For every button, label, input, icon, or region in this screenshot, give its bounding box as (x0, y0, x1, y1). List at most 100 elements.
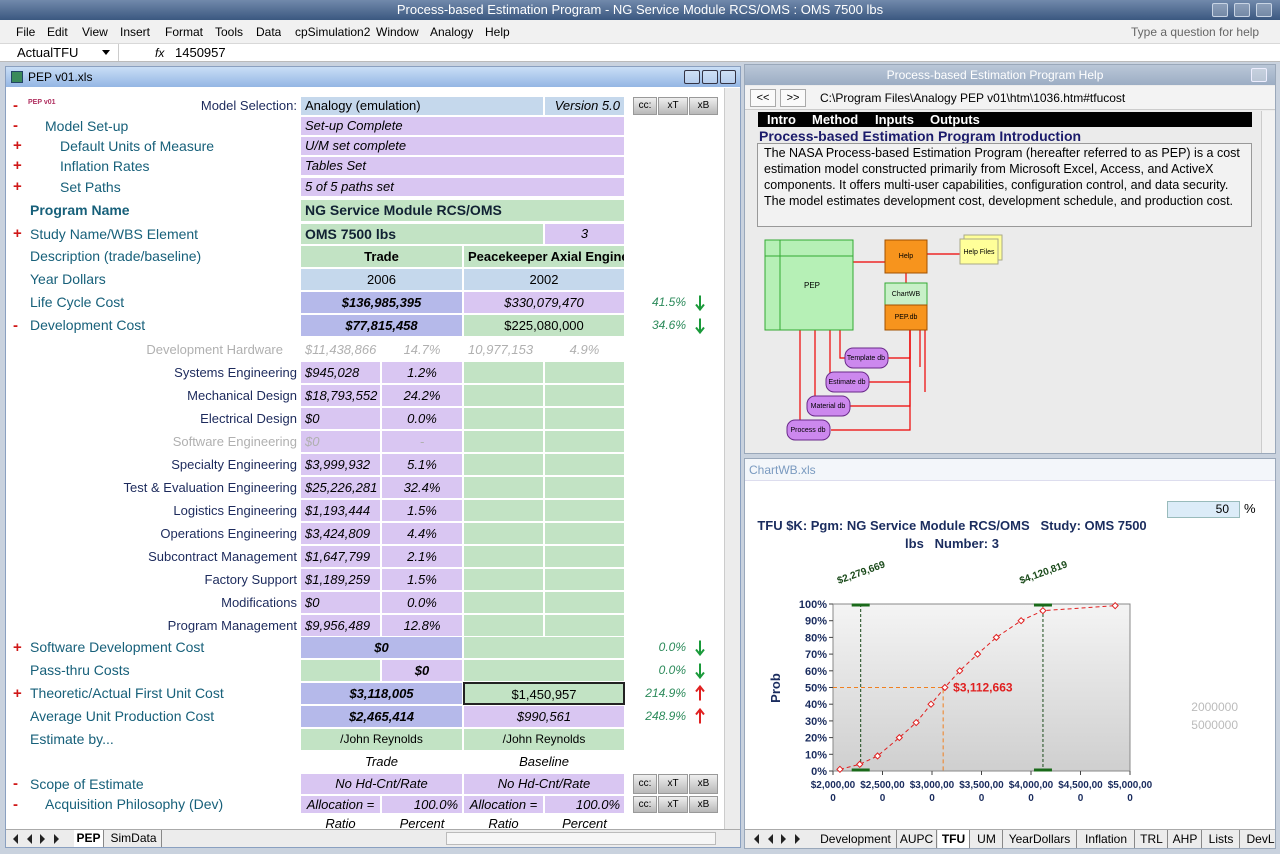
sheet-tab[interactable]: TFU (938, 830, 970, 848)
cell[interactable] (463, 499, 544, 522)
sheet-tab[interactable]: Lists (1203, 830, 1240, 848)
cell[interactable]: 12.8% (381, 614, 463, 637)
cell[interactable]: Baseline (463, 751, 625, 773)
cell[interactable]: $330,079,470 (463, 291, 625, 314)
cell[interactable]: Percent (544, 814, 625, 829)
cell[interactable]: Allocation = (300, 795, 381, 814)
window-button[interactable] (1256, 3, 1272, 17)
sheet-button[interactable]: cc: (633, 796, 657, 813)
sheet-tab[interactable]: Development (815, 830, 897, 848)
cell[interactable]: $3,424,809 (300, 522, 381, 545)
cell[interactable]: 4.9% (544, 338, 625, 361)
cell[interactable] (544, 591, 625, 614)
cell[interactable]: 100.0% (381, 795, 463, 814)
cell[interactable] (463, 522, 544, 545)
window-button[interactable] (1234, 3, 1250, 17)
nav-button[interactable]: << (750, 89, 776, 107)
cell[interactable] (463, 659, 625, 682)
window-button[interactable] (720, 70, 736, 84)
cell[interactable] (463, 476, 544, 499)
cell[interactable]: $0 (300, 430, 381, 453)
sheet-tab[interactable]: YearDollars (1003, 830, 1077, 848)
cell[interactable] (544, 384, 625, 407)
cell[interactable]: $3,118,005 (300, 682, 463, 705)
cell[interactable]: 1.5% (381, 499, 463, 522)
cell[interactable] (463, 636, 625, 659)
cell[interactable] (544, 476, 625, 499)
cell[interactable]: 2.1% (381, 545, 463, 568)
menu-item[interactable]: Data (256, 25, 282, 39)
cell[interactable]: $77,815,458 (300, 314, 463, 337)
cell[interactable]: $0 (381, 659, 463, 682)
cell[interactable] (463, 430, 544, 453)
cell[interactable]: Trade (300, 751, 463, 773)
cell[interactable]: Tables Set (300, 156, 625, 176)
cell[interactable] (544, 499, 625, 522)
cell[interactable]: $25,226,281 (300, 476, 381, 499)
cell[interactable]: Trade (300, 245, 463, 268)
sheet-button[interactable]: xT (658, 796, 688, 813)
cell[interactable]: $225,080,000 (463, 314, 625, 337)
sheet-tab[interactable]: Inflation (1078, 830, 1135, 848)
cell[interactable] (463, 614, 544, 637)
menu-item[interactable]: Format (165, 25, 204, 39)
cell[interactable]: 1.5% (381, 568, 463, 591)
cell[interactable]: $18,793,552 (300, 384, 381, 407)
cell[interactable]: Ratio (463, 814, 544, 829)
cell[interactable]: $9,956,489 (300, 614, 381, 637)
cell[interactable]: Ratio (300, 814, 381, 829)
cell[interactable]: 10,977,153 (463, 338, 544, 361)
toggle[interactable]: + (13, 137, 22, 154)
sheet-tab[interactable]: UM (971, 830, 1003, 848)
cell[interactable]: Set-up Complete (300, 116, 625, 136)
menu-item[interactable]: Analogy (430, 25, 474, 39)
sheet-tab[interactable]: SimData (106, 830, 162, 847)
toggle[interactable]: - (13, 775, 18, 792)
formula-content[interactable]: 1450957 (175, 45, 226, 60)
cell[interactable]: 0.0% (381, 591, 463, 614)
cell[interactable] (544, 545, 625, 568)
cell[interactable] (463, 568, 544, 591)
cell[interactable]: $1,189,259 (300, 568, 381, 591)
window-button[interactable] (684, 70, 700, 84)
cell[interactable]: $11,438,866 (300, 338, 381, 361)
cell[interactable]: $990,561 (463, 705, 625, 728)
menu-item[interactable]: Tools (215, 25, 244, 39)
sheet-tab[interactable]: AHP (1169, 830, 1202, 848)
help-search[interactable]: Type a question for help (1131, 25, 1260, 39)
toggle[interactable]: - (13, 796, 18, 813)
menu-item[interactable]: Edit (47, 25, 68, 39)
cell[interactable]: - (381, 430, 463, 453)
sheet-tab[interactable]: TRL (1136, 830, 1168, 848)
cell[interactable] (544, 361, 625, 384)
sheet-button[interactable]: xT (658, 774, 688, 794)
toggle[interactable]: - (13, 97, 18, 114)
cell[interactable] (463, 453, 544, 476)
percentile-input[interactable]: 50 (1167, 501, 1240, 518)
help-tab[interactable]: Outputs (930, 112, 980, 127)
cell[interactable] (463, 545, 544, 568)
cell[interactable]: OMS 7500 lbs (300, 223, 544, 245)
sheet-button[interactable]: xB (689, 774, 718, 794)
cell[interactable]: 1.2% (381, 361, 463, 384)
cell[interactable]: $1,450,957 (463, 682, 625, 705)
menu-item[interactable]: File (16, 25, 36, 39)
cell[interactable] (463, 591, 544, 614)
cell[interactable]: 14.7% (381, 338, 463, 361)
cell[interactable]: 2002 (463, 268, 625, 291)
help-tab[interactable]: Intro (767, 112, 796, 127)
window-button[interactable] (1251, 68, 1267, 82)
cell[interactable]: Analogy (emulation) (300, 96, 544, 116)
window-button[interactable] (702, 70, 718, 84)
sheet-tab[interactable]: PEP (74, 830, 104, 847)
cell[interactable]: No Hd-Cnt/Rate (300, 773, 463, 795)
sheet-button[interactable]: cc: (633, 774, 657, 794)
toggle[interactable]: - (13, 117, 18, 134)
cell[interactable] (544, 522, 625, 545)
cell[interactable]: 2006 (300, 268, 463, 291)
cell[interactable] (463, 407, 544, 430)
cell[interactable]: 5.1% (381, 453, 463, 476)
horizontal-scrollbar[interactable] (446, 832, 716, 845)
cell[interactable]: 0.0% (381, 407, 463, 430)
menu-item[interactable]: cpSimulation2 (295, 25, 371, 39)
